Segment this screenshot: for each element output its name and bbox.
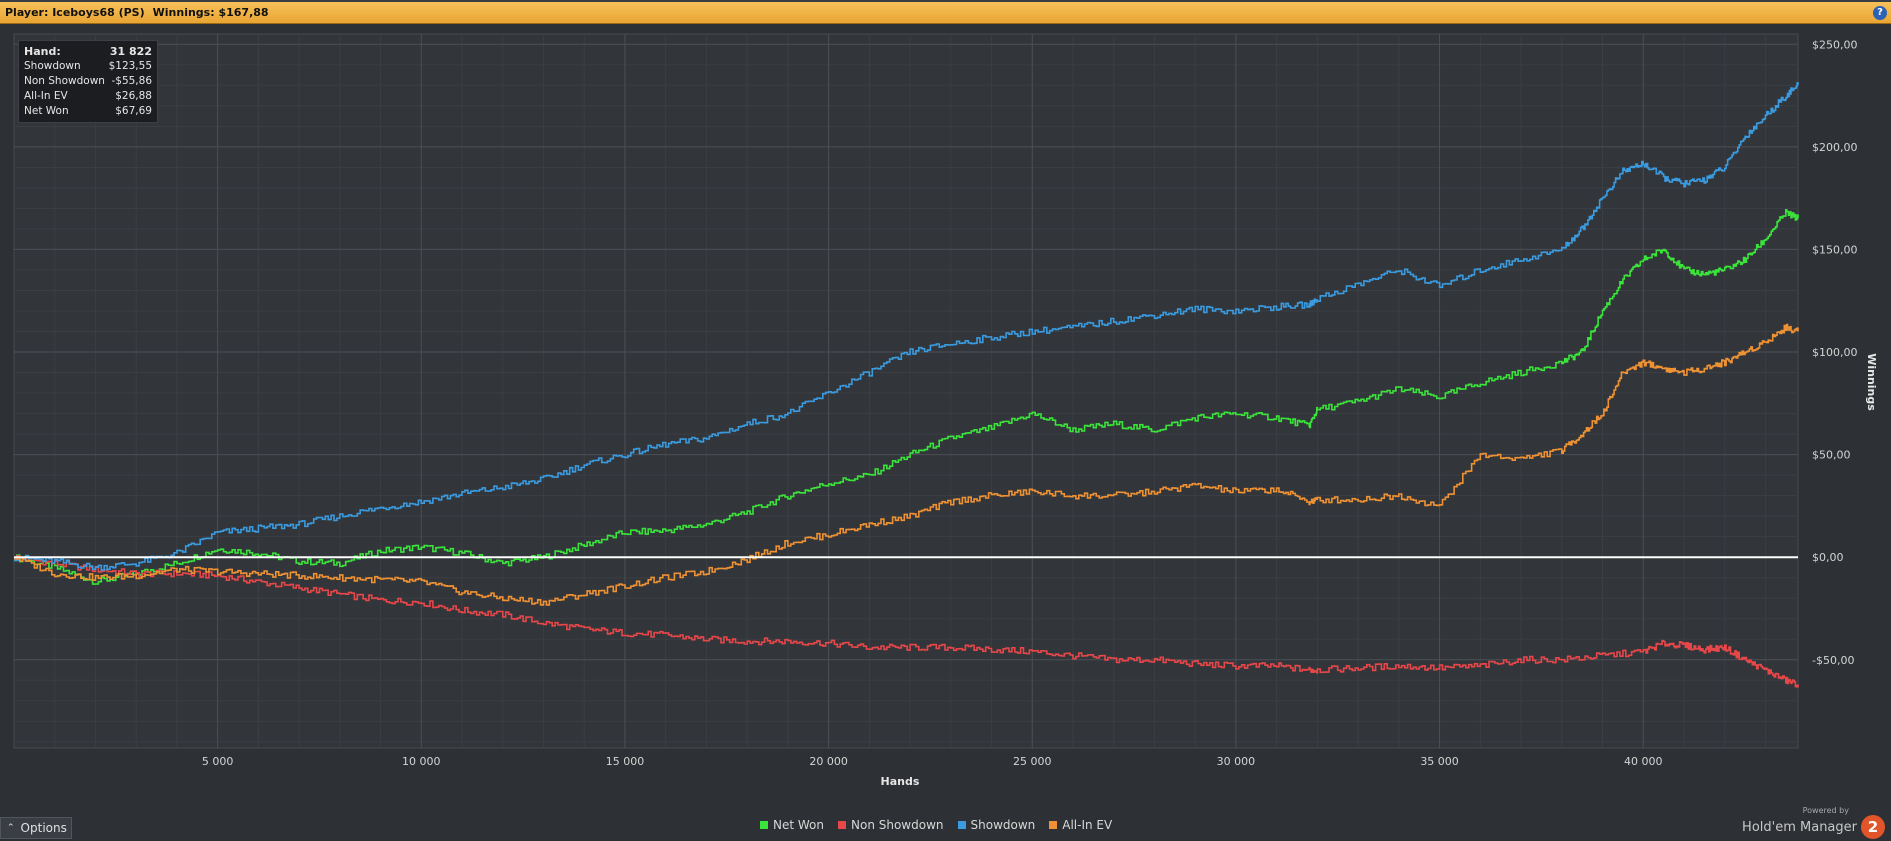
legend-swatch (760, 821, 768, 829)
legend-label: All-In EV (1062, 818, 1113, 832)
info-value: 31 822 (109, 45, 152, 58)
x-axis-title: Hands (881, 775, 920, 788)
x-tick-label: 5 000 (202, 755, 234, 768)
options-label: Options (20, 821, 67, 835)
y-tick-label: $50,00 (1812, 449, 1851, 462)
legend-label: Non Showdown (851, 818, 944, 832)
hm2-logo-icon: 2 (1861, 815, 1885, 839)
legend-label: Net Won (773, 818, 824, 832)
info-row-all-in-ev: All-In EV $26,88 (24, 89, 152, 104)
player-name: Iceboys68 (PS) (52, 6, 145, 19)
legend-item[interactable]: Net Won (760, 818, 824, 832)
info-row-showdown: Showdown $123,55 (24, 59, 152, 74)
series-line (14, 82, 1799, 571)
x-tick-label: 30 000 (1217, 755, 1256, 768)
legend-swatch (957, 821, 966, 829)
info-value: $67,69 (115, 105, 152, 117)
legend-item[interactable]: Showdown (957, 818, 1036, 832)
brand-logo: Powered by Hold'em Manager 2 (1742, 806, 1885, 839)
winnings-chart-svg[interactable]: 5 000 10 000 15 000 20 000 25 000 30 000 35 00… (0, 24, 1891, 814)
info-label: All-In EV (24, 90, 68, 102)
brand-name: Hold'em Manager (1742, 819, 1857, 835)
player-title-bar: Player: Iceboys68 (PS) Winnings: $167,88 … (0, 2, 1891, 24)
series-line (14, 555, 1799, 688)
x-tick-label: 25 000 (1013, 755, 1052, 768)
x-tick-label: 15 000 (606, 755, 645, 768)
window-top-strip (0, 0, 1891, 2)
chevron-up-icon: ⌃ (7, 823, 15, 833)
x-tick-label: 40 000 (1624, 755, 1663, 768)
winnings-label: Winnings: (152, 6, 215, 19)
info-label: Showdown (24, 60, 81, 72)
legend-item[interactable]: All-In EV (1049, 818, 1112, 832)
info-row-non-showdown: Non Showdown -$55,86 (24, 74, 152, 89)
winnings-value: $167,88 (218, 6, 269, 19)
legend-item[interactable]: Non Showdown (838, 818, 944, 832)
y-tick-label: -$50,00 (1812, 654, 1854, 667)
y-axis-title: Winnings (1865, 353, 1878, 411)
chart-legend: Net Won Non Showdown Showdown All-In EV (760, 818, 1112, 832)
y-tick-label: $250,00 (1812, 38, 1858, 51)
player-label: Player: (5, 6, 49, 19)
y-tick-label: $100,00 (1812, 346, 1858, 359)
info-label: Non Showdown (24, 75, 105, 87)
info-value: $26,88 (115, 90, 152, 102)
info-label: Hand: (24, 45, 61, 58)
legend-swatch (1049, 821, 1058, 829)
plot-area (13, 33, 1799, 749)
y-tick-label: $0,00 (1812, 551, 1844, 564)
help-icon[interactable]: ? (1873, 6, 1887, 20)
y-tick-label: $200,00 (1812, 141, 1858, 154)
options-button[interactable]: ⌃ Options (0, 817, 72, 839)
x-tick-label: 20 000 (809, 755, 848, 768)
winnings-chart[interactable]: 5 000 10 000 15 000 20 000 25 000 30 000 35 00… (0, 24, 1891, 814)
y-tick-label: $150,00 (1812, 243, 1858, 256)
x-tick-label: 10 000 (402, 755, 441, 768)
info-value: -$55,86 (111, 75, 152, 87)
info-row-hand: Hand: 31 822 (24, 44, 152, 59)
info-label: Net Won (24, 105, 69, 117)
series-line (14, 323, 1799, 606)
info-value: $123,55 (108, 60, 152, 72)
hover-info-box: Hand: 31 822 Showdown $123,55 Non Showdown… (18, 40, 158, 123)
legend-swatch (838, 821, 846, 829)
info-row-net-won: Net Won $67,69 (24, 104, 152, 119)
powered-by-text: Powered by (1802, 806, 1849, 815)
x-tick-label: 35 000 (1420, 755, 1459, 768)
legend-label: Showdown (970, 818, 1036, 832)
